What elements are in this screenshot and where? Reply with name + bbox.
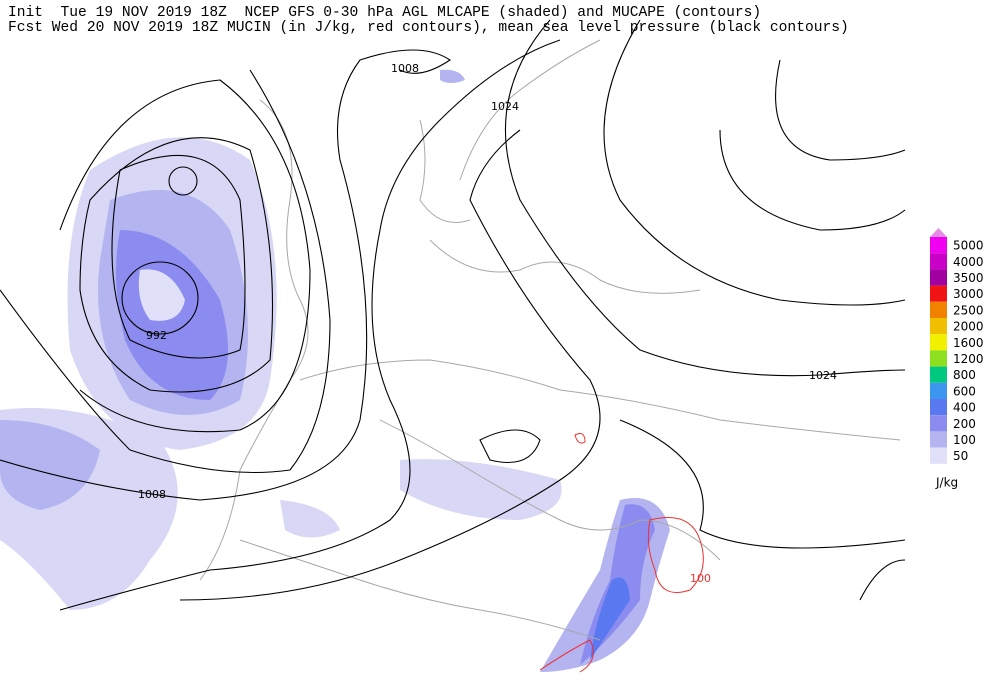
legend-swatch	[930, 431, 947, 448]
legend-label: 5000	[953, 239, 984, 253]
legend-label: 1600	[953, 336, 984, 350]
header-line: Fcst Wed 20 NOV 2019 18Z MUCIN (in J/kg,…	[8, 20, 849, 36]
legend-swatch	[930, 253, 947, 270]
cape-shading	[0, 69, 670, 672]
contour-label: 1008	[391, 62, 419, 75]
legend-label: 4000	[953, 255, 984, 269]
header-line: Init Tue 19 NOV 2019 18Z NCEP GFS 0-30 h…	[8, 5, 761, 21]
legend: 5000 4000 3500 3000 2500 2000 1600 1200 800 600 40…	[930, 228, 984, 464]
legend-swatch	[930, 399, 947, 416]
legend-label: 1200	[953, 352, 984, 366]
contour-label: 100	[690, 572, 711, 585]
legend-swatch	[930, 301, 947, 318]
legend-label: 50	[953, 449, 968, 463]
legend-swatch	[930, 318, 947, 335]
legend-swatch	[930, 237, 947, 254]
contour-label: 1024	[809, 369, 837, 382]
legend-swatch	[930, 350, 947, 367]
legend-swatch	[930, 334, 947, 351]
legend-swatch	[930, 366, 947, 383]
legend-swatch	[930, 447, 947, 464]
legend-label: 400	[953, 401, 976, 415]
legend-swatch	[930, 269, 947, 286]
legend-label: 2000	[953, 320, 984, 334]
legend-swatch	[930, 415, 947, 432]
legend-label: 3500	[953, 271, 984, 285]
contour-label: 1008	[138, 488, 166, 501]
legend-label: 800	[953, 368, 976, 382]
legend-swatch	[930, 285, 947, 302]
legend-unit: J/kg	[935, 476, 958, 490]
contour-label: 992	[146, 329, 167, 342]
legend-label: 2500	[953, 303, 984, 317]
mucin-contours	[539, 433, 704, 673]
legend-swatch	[930, 382, 947, 399]
legend-label: 200	[953, 417, 976, 431]
legend-arrow	[930, 228, 947, 237]
contour-label: 1024	[491, 100, 519, 113]
legend-label: 100	[953, 433, 976, 447]
legend-label: 600	[953, 384, 976, 398]
isobars	[0, 19, 906, 611]
legend-label: 3000	[953, 287, 984, 301]
coastlines	[199, 39, 901, 641]
